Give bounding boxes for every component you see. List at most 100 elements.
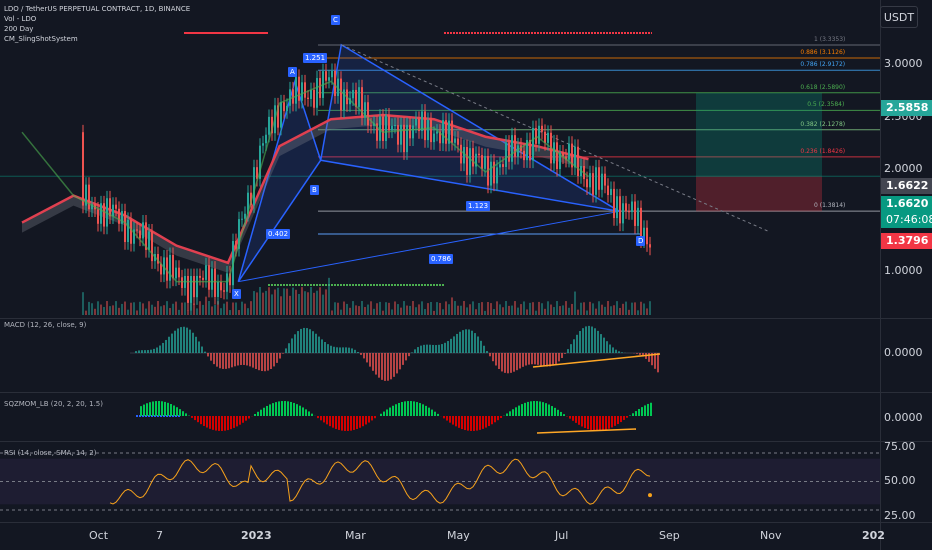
sqz-bar: [209, 416, 211, 429]
candle-body: [430, 119, 432, 143]
candle-body: [622, 203, 624, 224]
sqz-bar: [458, 416, 460, 428]
candle-body: [304, 82, 306, 98]
sqz-bar: [416, 402, 418, 416]
candle-body: [301, 82, 303, 101]
candle-body: [388, 115, 390, 131]
volume-bar: [151, 304, 153, 315]
candle-body: [265, 134, 267, 144]
volume-bar: [160, 306, 162, 315]
price-chart[interactable]: [0, 0, 932, 318]
macd-bar: [552, 353, 554, 366]
candle-body: [382, 116, 384, 142]
macd-bar: [360, 353, 362, 355]
macd-bar: [294, 334, 296, 353]
candle-body: [511, 135, 513, 162]
volume-bar: [355, 305, 357, 315]
volume-bar: [238, 310, 240, 315]
candle-body: [397, 125, 399, 145]
volume-bar: [154, 306, 156, 315]
candle-body: [442, 120, 444, 144]
volume-bar: [106, 301, 108, 315]
rsi-label[interactable]: RSI (14, close, SMA, 14, 2): [4, 449, 97, 457]
sqz-bar: [629, 415, 631, 416]
macd-bar: [651, 353, 653, 366]
volume-bar: [538, 301, 540, 315]
sqz-bar: [212, 416, 214, 430]
volume-bar: [580, 302, 582, 315]
macd-bar: [138, 350, 140, 353]
sqz-bar: [149, 402, 151, 416]
candle-body: [448, 120, 450, 144]
candle-body: [445, 120, 447, 144]
volume-bar: [628, 309, 630, 315]
volume-bar: [544, 308, 546, 315]
sqz-bar: [302, 407, 304, 416]
pane-divider[interactable]: [0, 392, 932, 393]
volume-bar: [247, 308, 249, 315]
macd-bar: [528, 353, 530, 365]
candle-body: [151, 231, 153, 262]
macd-bar: [414, 349, 416, 353]
macd-bar: [141, 350, 143, 353]
volume-bar: [178, 309, 180, 315]
sqz-bar: [521, 404, 523, 416]
sqz-label[interactable]: SQZMOM_LB (20, 2, 20, 1.5): [4, 400, 103, 408]
pane-divider[interactable]: [0, 441, 932, 442]
sqz-bar: [326, 416, 328, 425]
candle-body: [214, 268, 216, 297]
pattern-point-a: A: [288, 67, 297, 77]
candle-body: [523, 150, 525, 161]
volume-bar: [583, 302, 585, 315]
macd-bar: [300, 328, 302, 353]
volume-bar: [421, 301, 423, 315]
candle-body: [619, 196, 621, 224]
volume-bar: [370, 301, 372, 315]
volume-label[interactable]: Vol - LDO: [4, 15, 37, 23]
candle-body: [460, 144, 462, 164]
sqz-bar: [152, 401, 154, 416]
candle-body: [319, 78, 321, 98]
pattern-ratio: 1.251: [303, 53, 328, 63]
volume-bar: [400, 307, 402, 315]
sqz-bar: [473, 416, 475, 431]
volume-bar: [244, 303, 246, 315]
rsi-pane[interactable]: [0, 442, 932, 522]
sqz-bar: [581, 416, 583, 427]
candle-body: [403, 124, 405, 153]
ma-label[interactable]: 200 Day: [4, 25, 34, 33]
macd-bar: [354, 349, 356, 353]
sqz-bar: [497, 416, 499, 421]
sqz-bar: [560, 411, 562, 416]
candle-body: [238, 219, 240, 249]
sqz-bar: [305, 409, 307, 416]
sqz-bar: [605, 416, 607, 430]
volume-bar: [322, 294, 324, 315]
sqz-bar: [185, 413, 187, 416]
volume-bar: [445, 301, 447, 315]
macd-label[interactable]: MACD (12, 26, close, 9): [4, 321, 87, 329]
candle-body: [283, 102, 285, 112]
candle-body: [199, 275, 201, 278]
macd-bar: [135, 351, 137, 353]
sqz-bar: [485, 416, 487, 428]
candle-body: [529, 140, 531, 161]
sqz-bar: [446, 416, 448, 421]
currency-button[interactable]: USDT: [880, 6, 918, 28]
sqz-bar: [626, 416, 628, 418]
volume-bar: [307, 292, 309, 315]
sqz-bar: [572, 416, 574, 421]
macd-bar: [381, 353, 383, 380]
time-tick-nov: Nov: [760, 529, 782, 542]
macd-pane[interactable]: [0, 319, 932, 391]
volume-bar: [472, 301, 474, 315]
squeeze-momentum-pane[interactable]: [0, 393, 932, 440]
macd-bar: [198, 341, 200, 353]
sqz-bar: [602, 416, 604, 431]
sqz-bar: [164, 401, 166, 416]
symbol-title[interactable]: LDO / TetherUS PERPETUAL CONTRACT, 1D, B…: [4, 5, 191, 13]
macd-bar: [216, 353, 218, 367]
slingshot-label[interactable]: CM_SlingShotSystem: [4, 35, 78, 43]
pane-divider[interactable]: [0, 318, 932, 319]
macd-bar: [429, 344, 431, 353]
